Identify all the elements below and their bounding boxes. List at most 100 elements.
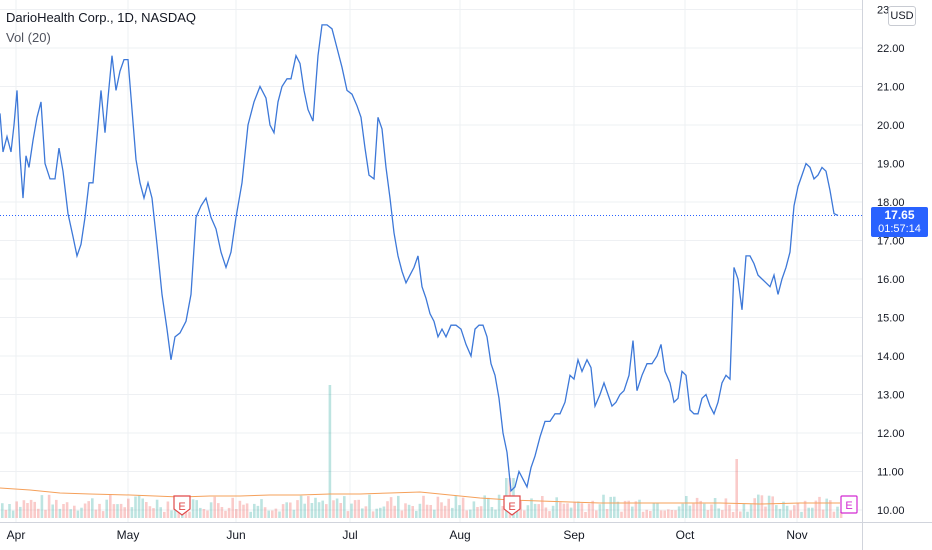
volume-bar	[688, 505, 692, 518]
volume-bar	[497, 494, 501, 518]
volume-bar	[717, 508, 720, 518]
volume-bar	[29, 499, 33, 518]
volume-bar	[188, 511, 191, 518]
volume-bar	[742, 504, 746, 518]
volume-bar	[83, 503, 87, 518]
y-tick-label: 12.00	[877, 428, 905, 440]
volume-bar	[267, 510, 270, 518]
volume-bar	[638, 499, 641, 518]
volume-bar	[422, 495, 425, 518]
volume-bar	[537, 504, 540, 518]
volume-bar	[393, 505, 396, 518]
x-tick-label: Aug	[449, 528, 470, 542]
volume-bar	[116, 504, 119, 518]
volume-bar	[472, 501, 476, 518]
volume-bar	[44, 509, 47, 518]
volume-bar	[476, 507, 479, 518]
volume-bar	[800, 511, 803, 518]
volume-bar	[728, 504, 731, 518]
volume-bar	[609, 496, 612, 518]
volume-bar	[739, 511, 742, 518]
volume-bar	[703, 503, 706, 518]
volume-bar	[692, 503, 695, 518]
volume-bar	[573, 501, 576, 518]
volume-bar	[425, 504, 429, 518]
volume-bar	[328, 385, 332, 518]
volume-bar	[238, 500, 242, 518]
volume-bar	[249, 511, 252, 518]
volume-bar	[839, 511, 843, 518]
volume-bar	[123, 507, 126, 518]
volume-bar	[641, 511, 645, 518]
volume-bar	[155, 499, 159, 518]
volume-bar	[526, 505, 530, 518]
volume-bar	[274, 508, 278, 518]
volume-bar	[191, 499, 195, 518]
volume-bar	[137, 495, 141, 518]
volume-bar	[825, 498, 828, 518]
x-tick-label: Oct	[676, 528, 695, 542]
volume-bar	[310, 503, 314, 518]
volume-bar	[217, 503, 220, 518]
volume-bar	[109, 494, 112, 518]
volume-bar	[281, 504, 285, 518]
volume-bar	[551, 505, 555, 518]
currency-button[interactable]: USD	[888, 6, 916, 26]
volume-bar	[317, 502, 321, 518]
volume-bar	[335, 498, 339, 518]
volume-bar	[371, 511, 375, 518]
earnings-marker-label: E	[178, 501, 185, 513]
volume-bar	[458, 505, 461, 518]
volume-bar	[15, 501, 18, 518]
volume-bar	[562, 503, 566, 518]
volume-bar	[245, 503, 249, 518]
volume-bar	[530, 498, 533, 518]
volume-bar	[595, 510, 598, 518]
volume-bar	[397, 495, 400, 518]
earnings-marker[interactable]: E	[503, 495, 521, 516]
volume-bar	[634, 501, 638, 518]
volume-bar	[782, 501, 785, 518]
volume-bar	[105, 499, 108, 518]
volume-bar	[649, 511, 652, 518]
volume-bar	[325, 504, 328, 518]
volume-bar	[523, 510, 526, 518]
volume-bar	[620, 511, 623, 518]
volume-bar	[559, 502, 562, 518]
volume-bar	[778, 508, 782, 518]
volume-bar	[613, 496, 616, 518]
chart-legend: DarioHealth Corp., 1D, NASDAQ Vol (20)	[6, 8, 196, 48]
volume-bar	[829, 500, 832, 518]
volume-bar	[814, 500, 818, 518]
volume-bar	[411, 506, 414, 518]
volume-bar	[209, 502, 213, 518]
volume-bar	[51, 504, 54, 518]
volume-bar	[361, 508, 364, 518]
volume-bar	[818, 496, 821, 518]
volume-bar	[811, 507, 814, 518]
last-price-tag: 17.65 01:57:14	[871, 207, 928, 237]
volume-bar	[451, 507, 454, 518]
y-tick-label: 13.00	[877, 390, 905, 402]
volume-bar	[577, 501, 580, 518]
volume-bar	[386, 501, 389, 518]
volume-bar	[145, 502, 148, 518]
symbol-title[interactable]: DarioHealth Corp., 1D, NASDAQ	[6, 10, 197, 25]
volume-bar	[721, 510, 724, 518]
volume-bar	[159, 507, 162, 518]
volume-bar	[580, 503, 584, 518]
volume-bar	[170, 510, 173, 518]
volume-indicator-label[interactable]: Vol (20)	[6, 30, 51, 45]
volume-bar	[667, 509, 670, 518]
volume-bar	[821, 509, 825, 518]
volume-bar	[26, 503, 29, 518]
upcoming-earnings-marker[interactable]: E	[840, 495, 858, 514]
volume-bar	[775, 505, 778, 518]
volume-bar	[440, 502, 443, 518]
volume-bar	[652, 503, 656, 518]
volume-bar	[80, 507, 83, 518]
volume-bar	[677, 506, 681, 518]
earnings-marker[interactable]: E	[173, 495, 191, 516]
volume-bar	[627, 500, 630, 518]
